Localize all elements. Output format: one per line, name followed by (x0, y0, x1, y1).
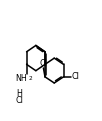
Text: Cl: Cl (16, 96, 24, 105)
Text: 2: 2 (29, 76, 32, 81)
Text: NH: NH (15, 74, 27, 83)
Text: H: H (16, 89, 22, 98)
Text: Cl: Cl (72, 72, 80, 81)
Text: Cl: Cl (39, 59, 47, 68)
